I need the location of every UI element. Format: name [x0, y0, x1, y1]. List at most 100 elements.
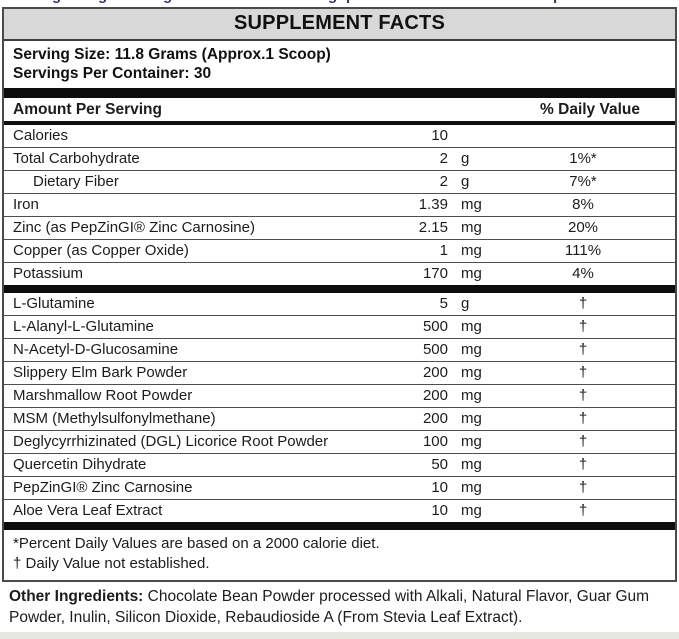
nutrient-daily-value: † — [578, 295, 588, 312]
footnotes-box: *Percent Daily Values are based on a 200… — [4, 530, 675, 582]
other-ingredients-text: Other Ingredients: Chocolate Bean Powder… — [9, 586, 669, 628]
nutrient-amount: 500 — [422, 318, 448, 335]
table-row: Iron 1.39 mg 8% — [4, 194, 675, 217]
nutrient-amount: 200 — [422, 387, 448, 404]
cropped-letter-fragment: p — [553, 0, 562, 4]
nutrient-amount: 1.39 — [418, 196, 448, 213]
nutrient-amount: 200 — [422, 410, 448, 427]
nutrient-unit: mg — [461, 219, 482, 236]
daily-value-not-established-footnote: † Daily Value not established. — [13, 555, 210, 572]
nutrient-amount: 50 — [431, 456, 448, 473]
nutrient-name: Quercetin Dihydrate — [13, 456, 147, 473]
nutrient-daily-value: † — [578, 456, 588, 473]
table-row: L-Glutamine 5 g † — [4, 293, 675, 316]
nutrient-daily-value: † — [578, 479, 588, 496]
nutrient-unit: g — [461, 173, 470, 190]
nutrient-amount: 10 — [431, 127, 448, 144]
title-bar: SUPPLEMENT FACTS — [4, 9, 675, 41]
nutrient-daily-value: 111% — [564, 242, 602, 259]
nutrient-name: L-Glutamine — [13, 295, 95, 312]
nutrient-unit: mg — [461, 479, 482, 496]
table-row: Quercetin Dihydrate 50 mg † — [4, 454, 675, 477]
serving-info: Serving Size: 11.8 Grams (Approx.1 Scoop… — [4, 41, 675, 88]
nutrient-daily-value: † — [578, 410, 588, 427]
nutrient-daily-value: 1%* — [569, 150, 597, 167]
nutrient-amount: 2.15 — [418, 219, 448, 236]
nutrient-name: Potassium — [13, 265, 84, 282]
nutrient-amount: 200 — [422, 364, 448, 381]
table-row: Slippery Elm Bark Powder 200 mg † — [4, 362, 675, 385]
table-row: Zinc (as PepZinGI® Zinc Carnosine) 2.15 … — [4, 217, 675, 240]
nutrient-daily-value: 20% — [567, 219, 599, 236]
nutrient-unit: g — [461, 150, 470, 167]
nutrient-name: Marshmallow Root Powder — [13, 387, 193, 404]
table-row: L-Alanyl-L-Glutamine 500 mg † — [4, 316, 675, 339]
nutrient-daily-value: † — [578, 502, 588, 519]
table-row: Total Carbohydrate 2 g 1%* — [4, 148, 675, 171]
cropped-letter-fragment: p — [346, 0, 355, 4]
nutrient-amount: 1 — [439, 242, 448, 259]
nutrient-amount: 10 — [431, 502, 448, 519]
table-row: Dietary Fiber 2 g 7%* — [4, 171, 675, 194]
nutrient-unit: mg — [461, 242, 482, 259]
other-ingredients-section: Other Ingredients: Chocolate Bean Powder… — [0, 582, 679, 630]
nutrient-name: Copper (as Copper Oxide) — [13, 242, 189, 259]
nutrient-amount: 100 — [422, 433, 448, 450]
nutrient-name: Dietary Fiber — [33, 173, 119, 190]
table-row: Calories 10 — [4, 125, 675, 148]
cropped-letter-fragment: g — [328, 0, 337, 4]
nutrient-unit: mg — [461, 364, 482, 381]
nutrient-table: Calories 10 Total Carbohydrate 2 g 1%* D… — [4, 125, 675, 530]
table-row: Deglycyrrhizinated (DGL) Licorice Root P… — [4, 431, 675, 454]
nutrient-unit: mg — [461, 196, 482, 213]
divider-thick — [4, 522, 675, 530]
nutrient-daily-value: † — [578, 364, 588, 381]
nutrient-daily-value: † — [578, 433, 588, 450]
nutrient-daily-value: † — [578, 318, 588, 335]
table-row: N-Acetyl-D-Glucosamine 500 mg † — [4, 339, 675, 362]
table-row: MSM (Methylsulfonylmethane) 200 mg † — [4, 408, 675, 431]
table-row: Potassium 170 mg 4% — [4, 263, 675, 285]
table-header-row: Amount Per Serving % Daily Value — [4, 98, 675, 125]
nutrient-unit: mg — [461, 410, 482, 427]
nutrient-unit: mg — [461, 456, 482, 473]
percent-daily-value-footnote: *Percent Daily Values are based on a 200… — [13, 535, 380, 552]
nutrient-daily-value: † — [578, 387, 588, 404]
nutrient-daily-value: 4% — [572, 265, 594, 282]
nutrient-daily-value: † — [578, 341, 588, 358]
cropped-letter-fragment: g — [163, 0, 172, 4]
nutrient-unit: g — [461, 295, 470, 312]
nutrient-name: Zinc (as PepZinGI® Zinc Carnosine) — [13, 219, 255, 236]
nutrient-name: Iron — [13, 196, 39, 213]
servings-per-container-line: Servings Per Container: 30 — [13, 65, 212, 82]
nutrient-name: N-Acetyl-D-Glucosamine — [13, 341, 179, 358]
nutrient-amount: 500 — [422, 341, 448, 358]
nutrient-name: Slippery Elm Bark Powder — [13, 364, 188, 381]
cropped-text-strip: g g g g p p — [0, 0, 679, 7]
cropped-letter-fragment: g — [98, 0, 107, 4]
nutrient-name: L-Alanyl-L-Glutamine — [13, 318, 154, 335]
nutrient-name: Deglycyrrhizinated (DGL) Licorice Root P… — [13, 433, 329, 450]
nutrient-unit: mg — [461, 387, 482, 404]
nutrient-unit: mg — [461, 433, 482, 450]
divider-thick — [4, 88, 675, 98]
nutrient-name: MSM (Methylsulfonylmethane) — [13, 410, 216, 427]
nutrient-name: Aloe Vera Leaf Extract — [13, 502, 163, 519]
cropped-letter-fragment: g — [52, 0, 61, 4]
photo-edge-strip — [0, 632, 679, 639]
column-header-amount: Amount Per Serving — [13, 100, 162, 118]
page-title: SUPPLEMENT FACTS — [234, 12, 445, 34]
nutrient-amount: 2 — [439, 150, 448, 167]
nutrient-name: Total Carbohydrate — [13, 150, 140, 167]
nutrient-amount: 170 — [422, 265, 448, 282]
nutrient-amount: 2 — [439, 173, 448, 190]
nutrient-unit: mg — [461, 341, 482, 358]
other-ingredients-label: Other Ingredients: — [9, 588, 144, 605]
table-row: PepZinGI® Zinc Carnosine 10 mg † — [4, 477, 675, 500]
nutrient-unit: mg — [461, 265, 482, 282]
nutrient-amount: 10 — [431, 479, 448, 496]
table-row: Marshmallow Root Powder 200 mg † — [4, 385, 675, 408]
table-row: Aloe Vera Leaf Extract 10 mg † — [4, 500, 675, 522]
column-header-daily-value: % Daily Value — [540, 100, 640, 118]
nutrient-daily-value: 7%* — [569, 173, 597, 190]
